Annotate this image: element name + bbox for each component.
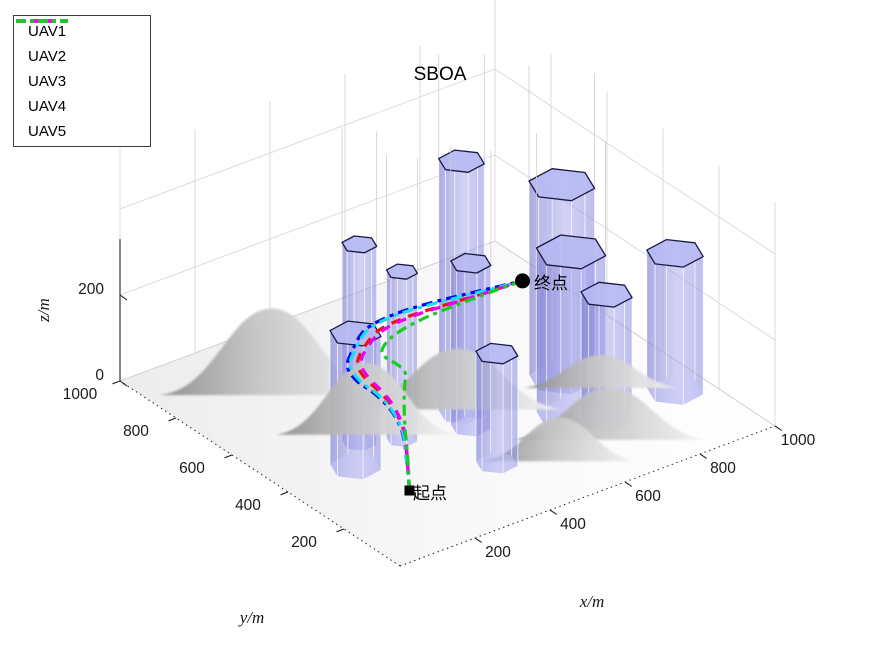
tick-label-z-200: 200 [78,281,104,298]
building-obstacle [475,342,519,474]
legend-label: UAV4 [28,98,67,115]
uav3-path [348,279,523,491]
x-axis-line [399,425,776,567]
axis-title-x: x/m [579,592,605,611]
legend-item-uav5: UAV5 [14,19,150,144]
start-end-markers [404,273,530,496]
legend: UAV1 UAV2 UAV3 UAV4 UAV5 [13,15,151,147]
terrain-hill [482,417,637,462]
axis-title-z: z/m [34,298,53,322]
legend-label: UAV2 [28,48,67,65]
y-axis-line [119,380,401,567]
legend-label: UAV5 [28,123,67,140]
plot-title: SBOA [413,64,467,85]
start-marker [404,485,415,496]
terrain-hill [275,363,458,435]
end-marker [515,273,530,289]
legend-label: UAV1 [28,23,67,40]
legend-item-uav2: UAV2 [14,19,150,69]
start-point-label: 起点 [413,484,447,504]
uav-paths [345,279,524,491]
tick-label-x-1000: 1000 [780,432,816,449]
tick-label-y-200: 200 [291,534,317,551]
axis-title-y: y/m [239,608,265,627]
tick-label-x-200: 200 [485,544,511,561]
terrain-hill [524,355,679,388]
legend-line-sample [16,19,68,23]
tick-label-y-600: 600 [179,460,205,477]
building-obstacle [646,238,704,405]
legend-label: UAV3 [28,73,67,90]
axes [112,239,783,567]
tick-label-z-0: 0 [95,367,104,384]
tick-label-y-400: 400 [235,497,261,514]
tick-label-x-600: 600 [635,488,661,505]
tick-label-x-800: 800 [710,460,736,477]
tick-label-y-1000: 1000 [62,386,98,403]
legend-item-uav3: UAV3 [14,19,150,94]
end-point-label: 终点 [534,274,568,294]
tick-label-x-400: 400 [560,516,586,533]
terrain-hill [159,308,384,396]
tick-label-y-800: 800 [123,423,149,440]
legend-item-uav4: UAV4 [14,19,150,119]
